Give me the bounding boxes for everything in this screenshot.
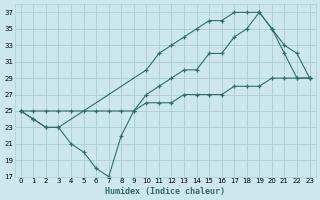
X-axis label: Humidex (Indice chaleur): Humidex (Indice chaleur): [105, 187, 225, 196]
